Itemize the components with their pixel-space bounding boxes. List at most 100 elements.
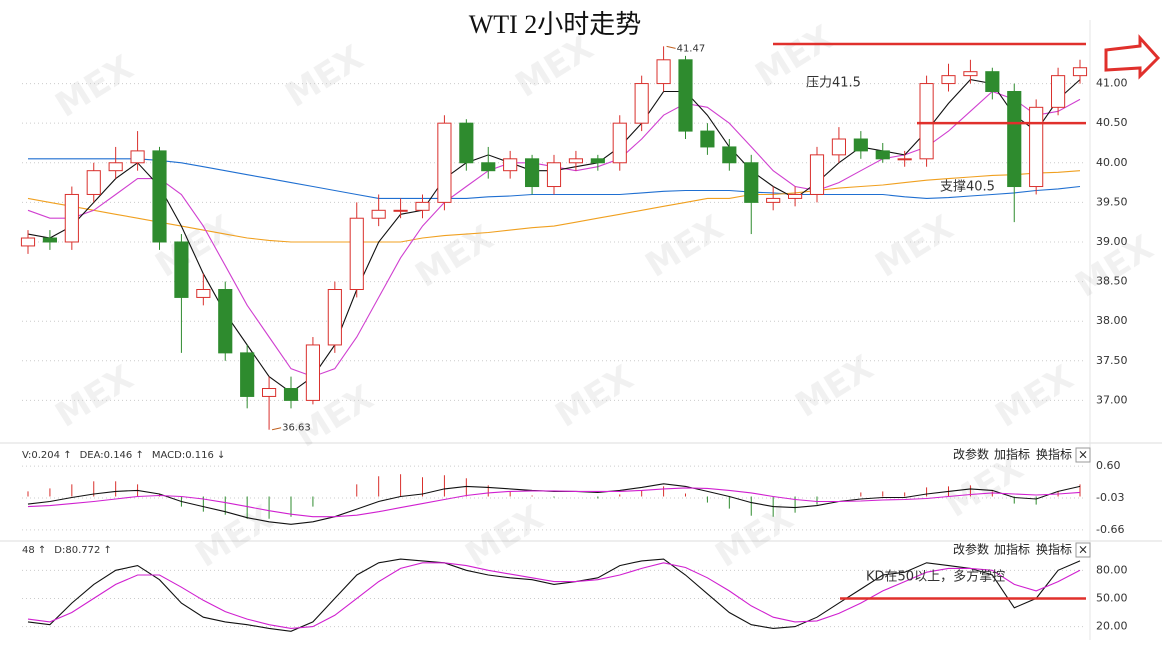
y-tick-label: -0.03 — [1096, 491, 1124, 504]
candle-body — [393, 209, 408, 212]
legend-entry: V:0.204 ↑ — [22, 450, 72, 461]
watermark: MEX — [409, 218, 501, 296]
series-line — [28, 158, 1081, 199]
candle-body — [700, 130, 715, 148]
candle-body — [853, 138, 868, 152]
candle-body — [809, 154, 825, 195]
candle-body — [590, 158, 605, 164]
watermark: MEX — [279, 38, 371, 116]
extreme-pointer — [271, 427, 282, 431]
series-line — [27, 483, 1081, 525]
watermark: MEX — [789, 348, 881, 426]
candle-body — [196, 289, 211, 298]
candle-body — [722, 146, 737, 164]
candle-body — [875, 150, 890, 160]
series-line — [27, 170, 1081, 243]
toolbar-button[interactable]: 换指标 — [1036, 447, 1072, 462]
close-button[interactable]: × — [1078, 543, 1088, 557]
candle-body — [283, 388, 299, 401]
y-tick-label: 40.50 — [1096, 116, 1128, 129]
watermark: MEX — [459, 498, 551, 576]
y-tick-label: 80.00 — [1096, 563, 1128, 576]
candle-body — [218, 289, 233, 354]
watermark: MEX — [639, 208, 731, 286]
close-box[interactable] — [1075, 542, 1091, 558]
toolbar-button[interactable]: 换指标 — [1036, 542, 1072, 557]
candle-body — [919, 83, 934, 160]
low-label: 36.63 — [282, 423, 311, 434]
candle-body — [371, 209, 386, 219]
close-box[interactable] — [1075, 447, 1091, 463]
series-line — [27, 562, 1081, 629]
y-tick-label: -0.66 — [1096, 523, 1124, 536]
high-label: 41.47 — [677, 43, 706, 54]
level-label: 压力41.5 — [806, 76, 861, 91]
y-tick-label: 50.00 — [1096, 591, 1128, 604]
watermark: MEX — [509, 28, 601, 106]
candle-body — [86, 170, 101, 195]
legend-entry: MACD:0.116 ↓ — [152, 450, 226, 461]
candle-body — [481, 162, 496, 172]
candle-body — [1029, 106, 1044, 188]
y-tick-label: 39.00 — [1096, 235, 1128, 248]
candle-body — [152, 150, 167, 243]
candle-body — [678, 59, 693, 132]
legend-entry: 48 ↑ — [22, 545, 46, 556]
candle-body — [831, 138, 846, 156]
y-tick-label: 0.60 — [1096, 459, 1121, 472]
candle-body — [240, 352, 255, 397]
candle-body — [108, 162, 123, 172]
candle-body — [546, 162, 562, 188]
candle-body — [766, 197, 781, 203]
watermark: MEX — [189, 498, 281, 576]
candle-body — [897, 158, 912, 161]
candle-body — [349, 217, 364, 291]
watermark: MEX — [49, 358, 141, 436]
toolbar-button[interactable]: 加指标 — [994, 542, 1030, 557]
candle-body — [437, 122, 452, 203]
candle-body — [459, 122, 474, 164]
candle-body — [985, 71, 1000, 92]
close-button[interactable]: × — [1078, 448, 1088, 462]
arrow-icon — [1104, 34, 1161, 80]
candle-body — [1051, 75, 1066, 108]
toolbar-button[interactable]: 加指标 — [994, 447, 1030, 462]
watermark: MEX — [49, 48, 141, 126]
candle-body — [42, 237, 57, 243]
level-label: KD在50以上，多方掌控 — [866, 569, 1005, 585]
y-tick-label: 20.00 — [1096, 620, 1128, 633]
candle-body — [503, 158, 518, 172]
candle-body — [612, 122, 627, 164]
candle-body — [744, 162, 759, 203]
candle-body — [1007, 90, 1022, 188]
candle-body — [656, 59, 671, 85]
candle-body — [305, 344, 320, 401]
candle-body — [1072, 67, 1088, 77]
series-line — [27, 558, 1081, 632]
y-tick-label: 41.00 — [1096, 77, 1128, 90]
candle-body — [64, 193, 79, 243]
y-tick-label: 39.50 — [1096, 195, 1128, 208]
toolbar-button[interactable]: 改参数 — [953, 447, 989, 462]
toolbar-button[interactable]: 改参数 — [953, 542, 989, 557]
candle-body — [415, 201, 430, 211]
candle-body — [941, 75, 956, 85]
y-tick-label: 38.00 — [1096, 314, 1128, 327]
watermark: MEX — [289, 378, 381, 456]
watermark: MEX — [709, 498, 801, 576]
series-line — [27, 487, 1081, 518]
chart-title: WTI 2小时走势 — [469, 10, 642, 39]
candle-body — [174, 241, 189, 298]
candle-body — [525, 158, 540, 188]
legend-entry: D:80.772 ↑ — [54, 545, 112, 556]
extreme-pointer — [666, 45, 676, 49]
candle-body — [327, 289, 342, 346]
candle-body — [788, 193, 803, 199]
y-tick-label: 38.50 — [1096, 275, 1128, 288]
candle-body — [130, 150, 145, 164]
watermark: MEX — [989, 358, 1081, 436]
watermark: MEX — [869, 208, 961, 286]
candle-body — [20, 237, 36, 247]
candle-body — [963, 71, 978, 77]
